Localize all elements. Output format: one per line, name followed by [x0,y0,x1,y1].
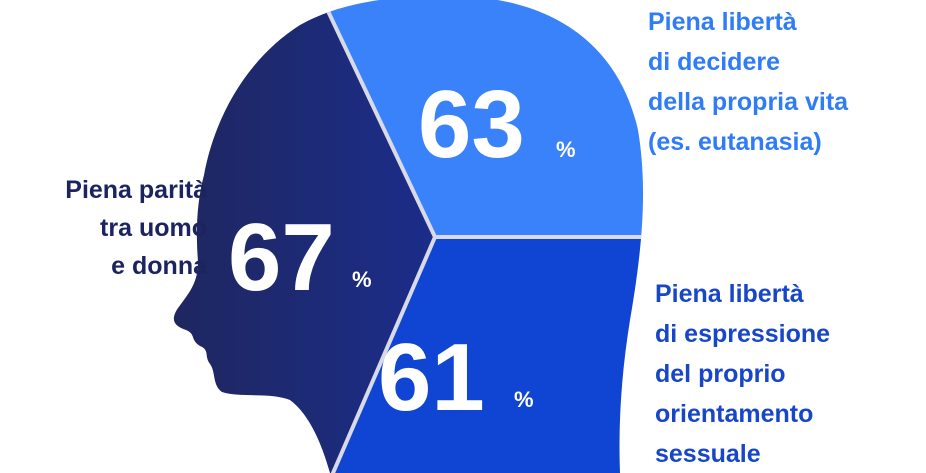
section-bottom-right [330,237,644,473]
section-unit: % [352,267,372,292]
section-label: del proprio [655,360,786,388]
section-label: (es. eutanasia) [648,128,822,156]
divider [328,236,437,473]
section-value: 63 [418,71,525,178]
section-label: orientamento [655,400,813,428]
section-unit: % [556,137,576,162]
section-label: di espressione [655,320,830,348]
section-label: sessuale [655,440,761,468]
section-label: e donna [111,252,208,280]
section-label: della propria vita [648,88,849,116]
section-value: 67 [228,204,335,311]
section-value: 61 [378,324,485,431]
section-label: Piena libertà [648,8,797,36]
section-label: tra uomo [100,214,207,242]
section-label: Piena parità [65,176,207,204]
section-unit: % [514,387,534,412]
section-label: di decidere [648,48,780,76]
section-label: Piena libertà [655,280,804,308]
